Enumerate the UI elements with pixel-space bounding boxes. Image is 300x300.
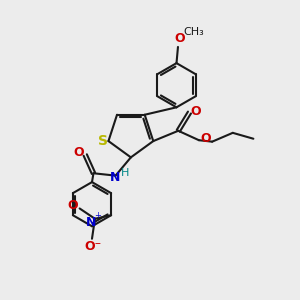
Text: O: O xyxy=(174,32,185,45)
Text: O: O xyxy=(200,132,211,145)
Text: H: H xyxy=(121,168,129,178)
Text: O⁻: O⁻ xyxy=(85,240,102,253)
Text: N: N xyxy=(110,171,120,184)
Text: O: O xyxy=(74,146,84,159)
Text: S: S xyxy=(98,134,108,148)
Text: N: N xyxy=(86,216,97,229)
Text: +: + xyxy=(94,211,101,220)
Text: CH₃: CH₃ xyxy=(183,27,204,37)
Text: O: O xyxy=(68,199,78,212)
Text: O: O xyxy=(190,105,201,118)
